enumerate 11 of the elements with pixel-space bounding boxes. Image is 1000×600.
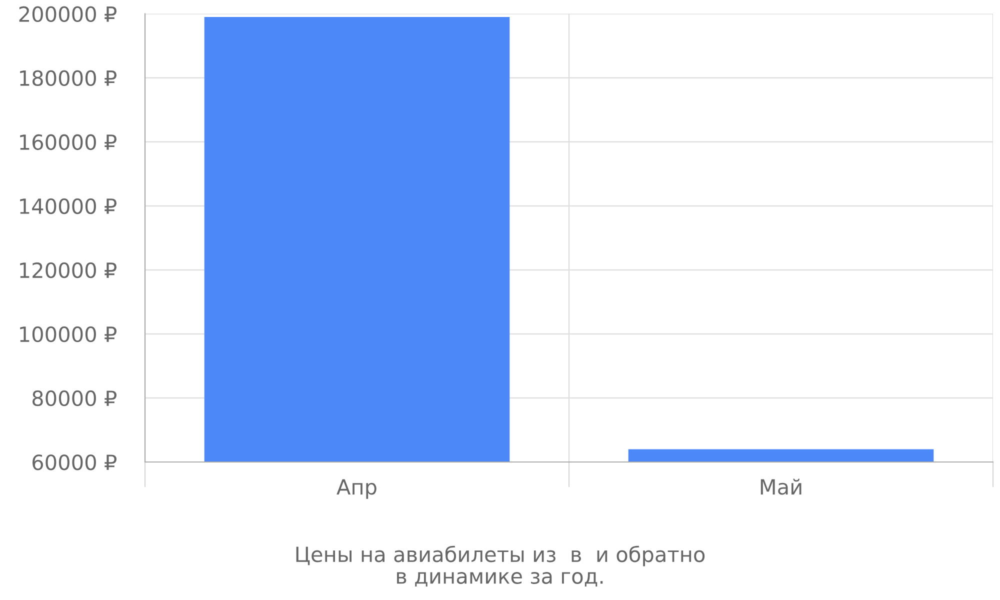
text: Цены на авиабилеты из в и обратно в динамике за год. [296,546,705,587]
x-tick-label: Апр [336,479,376,499]
y-tick-label: 60000 ₽ [32,454,117,470]
y-tick-label: 180000 ₽ [20,70,117,86]
x-tick-label: Май [760,478,802,495]
y-tick-label: 80000 ₽ [32,390,117,406]
y-tick-label: 100000 ₽ [20,326,117,342]
y-tick-label: 120000 ₽ [20,262,117,278]
y-tick-label: 160000 ₽ [20,134,117,150]
y-tick-label: 140000 ₽ [20,198,117,214]
y-tick-label: 200000 ₽ [19,6,117,22]
